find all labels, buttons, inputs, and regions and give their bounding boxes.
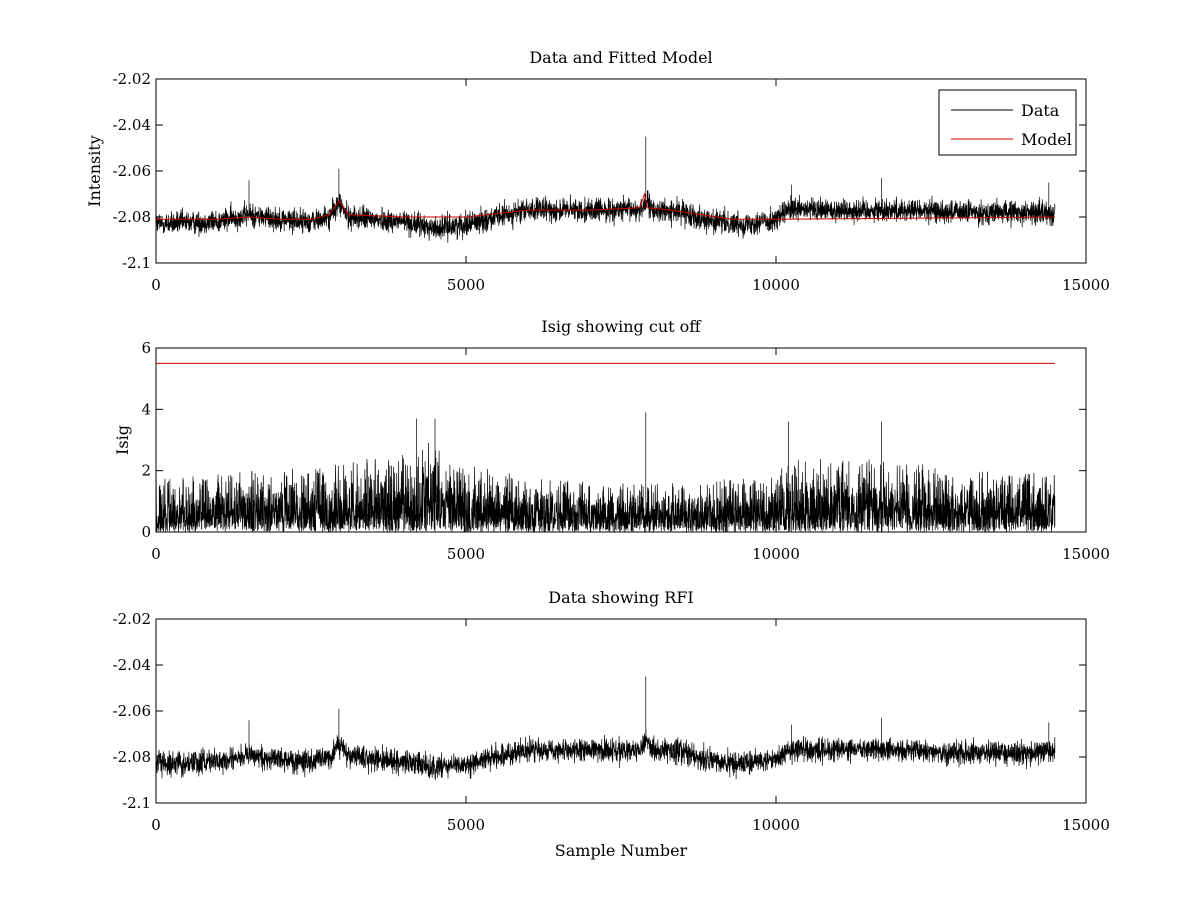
x-tick-label: 10000 (752, 276, 800, 294)
y-axis-label: Intensity (85, 135, 104, 207)
legend-box (938, 89, 1077, 156)
y-tick-label: -2.08 (113, 748, 151, 766)
legend-label-model: Model (1021, 130, 1072, 149)
y-tick-label: 4 (141, 400, 151, 418)
series-group (156, 362, 1056, 532)
x-tick-label: 5000 (447, 545, 485, 563)
x-axis-label: Sample Number (555, 841, 688, 860)
x-tick-label: 15000 (1062, 545, 1110, 563)
x-tick-label: 0 (151, 545, 161, 563)
y-tick-label: -2.08 (113, 208, 151, 226)
plot-frame (155, 347, 1087, 533)
x-tick-label: 0 (151, 276, 161, 294)
legend-label-data: Data (1021, 101, 1060, 120)
subplot-title: Isig showing cut off (541, 317, 702, 336)
x-tick-label: 5000 (447, 816, 485, 834)
y-axis-label: Isig (113, 425, 132, 455)
x-tick-label: 0 (151, 816, 161, 834)
series-noisy-0 (156, 136, 1056, 243)
series-group (156, 136, 1056, 243)
axis-ticks: 0 5000 10000 15000 0 2 4 6 (141, 339, 1109, 563)
subplot-data-and-model: Data and Fitted Model Intensity 0 5000 100… (85, 48, 1110, 294)
y-tick-label: 0 (141, 523, 151, 541)
y-tick-label: -2.1 (122, 794, 151, 812)
subplot-title: Data and Fitted Model (529, 48, 712, 67)
plot-frame (155, 618, 1087, 804)
x-tick-label: 10000 (752, 545, 800, 563)
y-tick-label: -2.02 (113, 70, 151, 88)
subplot-isig: Isig showing cut off Isig 0 5000 10000 1500… (113, 317, 1110, 563)
y-tick-label: -2.04 (113, 656, 151, 674)
axis-ticks: 0 5000 10000 15000 -2.1 -2.08 -2.06 -2.04 -2.02 (113, 610, 1110, 834)
series-noisy-0 (156, 412, 1056, 532)
y-tick-label: -2.1 (122, 254, 151, 272)
y-tick-label: 2 (141, 462, 151, 480)
x-tick-label: 5000 (447, 276, 485, 294)
y-tick-label: -2.06 (113, 162, 151, 180)
subplot-title: Data showing RFI (548, 588, 693, 607)
series-line-1 (156, 192, 1056, 220)
y-tick-label: 6 (141, 339, 151, 357)
series-group (156, 676, 1056, 780)
subplot-data-rfi: Data showing RFI Sample Number 0 5000 1000… (113, 588, 1110, 860)
y-tick-label: -2.04 (113, 116, 151, 134)
y-tick-label: -2.06 (113, 702, 151, 720)
legend: Data Model (938, 89, 1077, 156)
x-tick-label: 10000 (752, 816, 800, 834)
x-tick-label: 15000 (1062, 276, 1110, 294)
x-tick-label: 15000 (1062, 816, 1110, 834)
series-noisy-0 (156, 676, 1056, 780)
y-tick-label: -2.02 (113, 610, 151, 628)
axis-ticks: 0 5000 10000 15000 -2.1 -2.08 -2.06 -2.04 -2.02 (113, 70, 1110, 294)
